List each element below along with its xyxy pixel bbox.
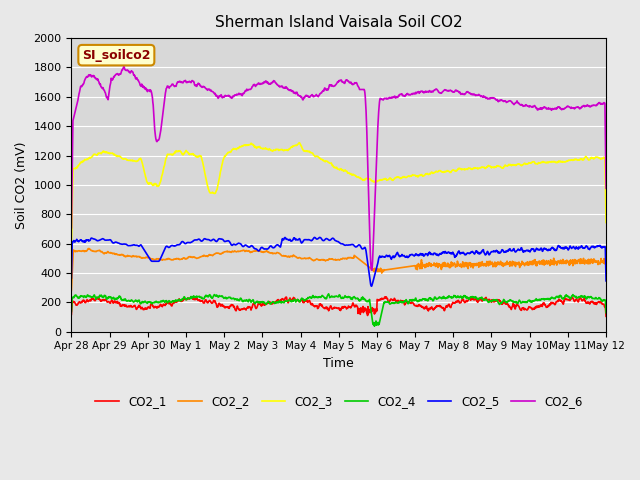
CO2_1 <box>314 305 322 311</box>
Line: CO2_3: CO2_3 <box>72 143 606 251</box>
CO2_2 <box>198 254 205 260</box>
Line: CO2_2: CO2_2 <box>72 249 606 290</box>
CO2_5 <box>316 235 324 240</box>
CO2_6 <box>502 98 510 104</box>
CO2_2 <box>602 258 610 264</box>
CO2_2 <box>68 288 76 293</box>
CO2_2 <box>595 258 602 264</box>
CO2_3 <box>595 155 602 161</box>
CO2_1 <box>348 303 356 309</box>
CO2_4 <box>348 297 356 302</box>
CO2_6 <box>315 93 323 98</box>
CO2_6 <box>368 267 376 273</box>
CO2_3 <box>602 220 610 226</box>
CO2_2 <box>315 257 323 263</box>
Legend: CO2_1, CO2_2, CO2_3, CO2_4, CO2_5, CO2_6: CO2_1, CO2_2, CO2_3, CO2_4, CO2_5, CO2_6 <box>90 390 587 413</box>
CO2_1 <box>595 299 602 305</box>
Line: CO2_5: CO2_5 <box>72 238 606 286</box>
CO2_3 <box>252 144 259 150</box>
CO2_4 <box>502 300 510 305</box>
Title: Sherman Island Vaisala Soil CO2: Sherman Island Vaisala Soil CO2 <box>215 15 463 30</box>
CO2_1 <box>383 294 390 300</box>
CO2_6 <box>68 225 76 231</box>
CO2_4 <box>252 300 259 305</box>
Text: SI_soilco2: SI_soilco2 <box>82 48 150 61</box>
CO2_2 <box>502 260 509 266</box>
CO2_4 <box>197 295 205 300</box>
CO2_3 <box>295 140 303 145</box>
CO2_5 <box>314 236 322 241</box>
CO2_4 <box>314 294 322 300</box>
CO2_6 <box>198 84 205 90</box>
Line: CO2_1: CO2_1 <box>72 297 606 316</box>
CO2_5 <box>502 248 510 254</box>
Line: CO2_4: CO2_4 <box>72 294 606 326</box>
CO2_5 <box>68 275 76 281</box>
CO2_4 <box>602 310 610 315</box>
CO2_1 <box>602 313 610 319</box>
CO2_5 <box>252 246 259 252</box>
CO2_1 <box>252 305 259 311</box>
Line: CO2_6: CO2_6 <box>72 67 606 270</box>
CO2_4 <box>371 324 378 329</box>
CO2_3 <box>502 163 509 168</box>
CO2_6 <box>602 185 610 191</box>
CO2_4 <box>595 295 603 300</box>
X-axis label: Time: Time <box>323 357 354 370</box>
CO2_2 <box>348 255 356 261</box>
CO2_5 <box>595 243 603 249</box>
CO2_2 <box>85 246 93 252</box>
CO2_6 <box>595 101 603 107</box>
CO2_1 <box>197 298 205 304</box>
CO2_6 <box>120 64 127 70</box>
CO2_3 <box>197 153 205 159</box>
CO2_4 <box>68 309 76 314</box>
CO2_5 <box>367 283 375 289</box>
CO2_1 <box>68 312 76 317</box>
CO2_5 <box>197 238 205 244</box>
CO2_2 <box>252 248 260 253</box>
CO2_5 <box>348 241 356 247</box>
CO2_3 <box>315 155 323 160</box>
CO2_3 <box>348 172 356 178</box>
CO2_5 <box>602 278 610 284</box>
CO2_6 <box>252 83 260 88</box>
CO2_1 <box>502 301 509 307</box>
CO2_3 <box>68 248 76 253</box>
CO2_6 <box>348 82 356 87</box>
Y-axis label: Soil CO2 (mV): Soil CO2 (mV) <box>15 141 28 228</box>
CO2_4 <box>324 291 332 297</box>
